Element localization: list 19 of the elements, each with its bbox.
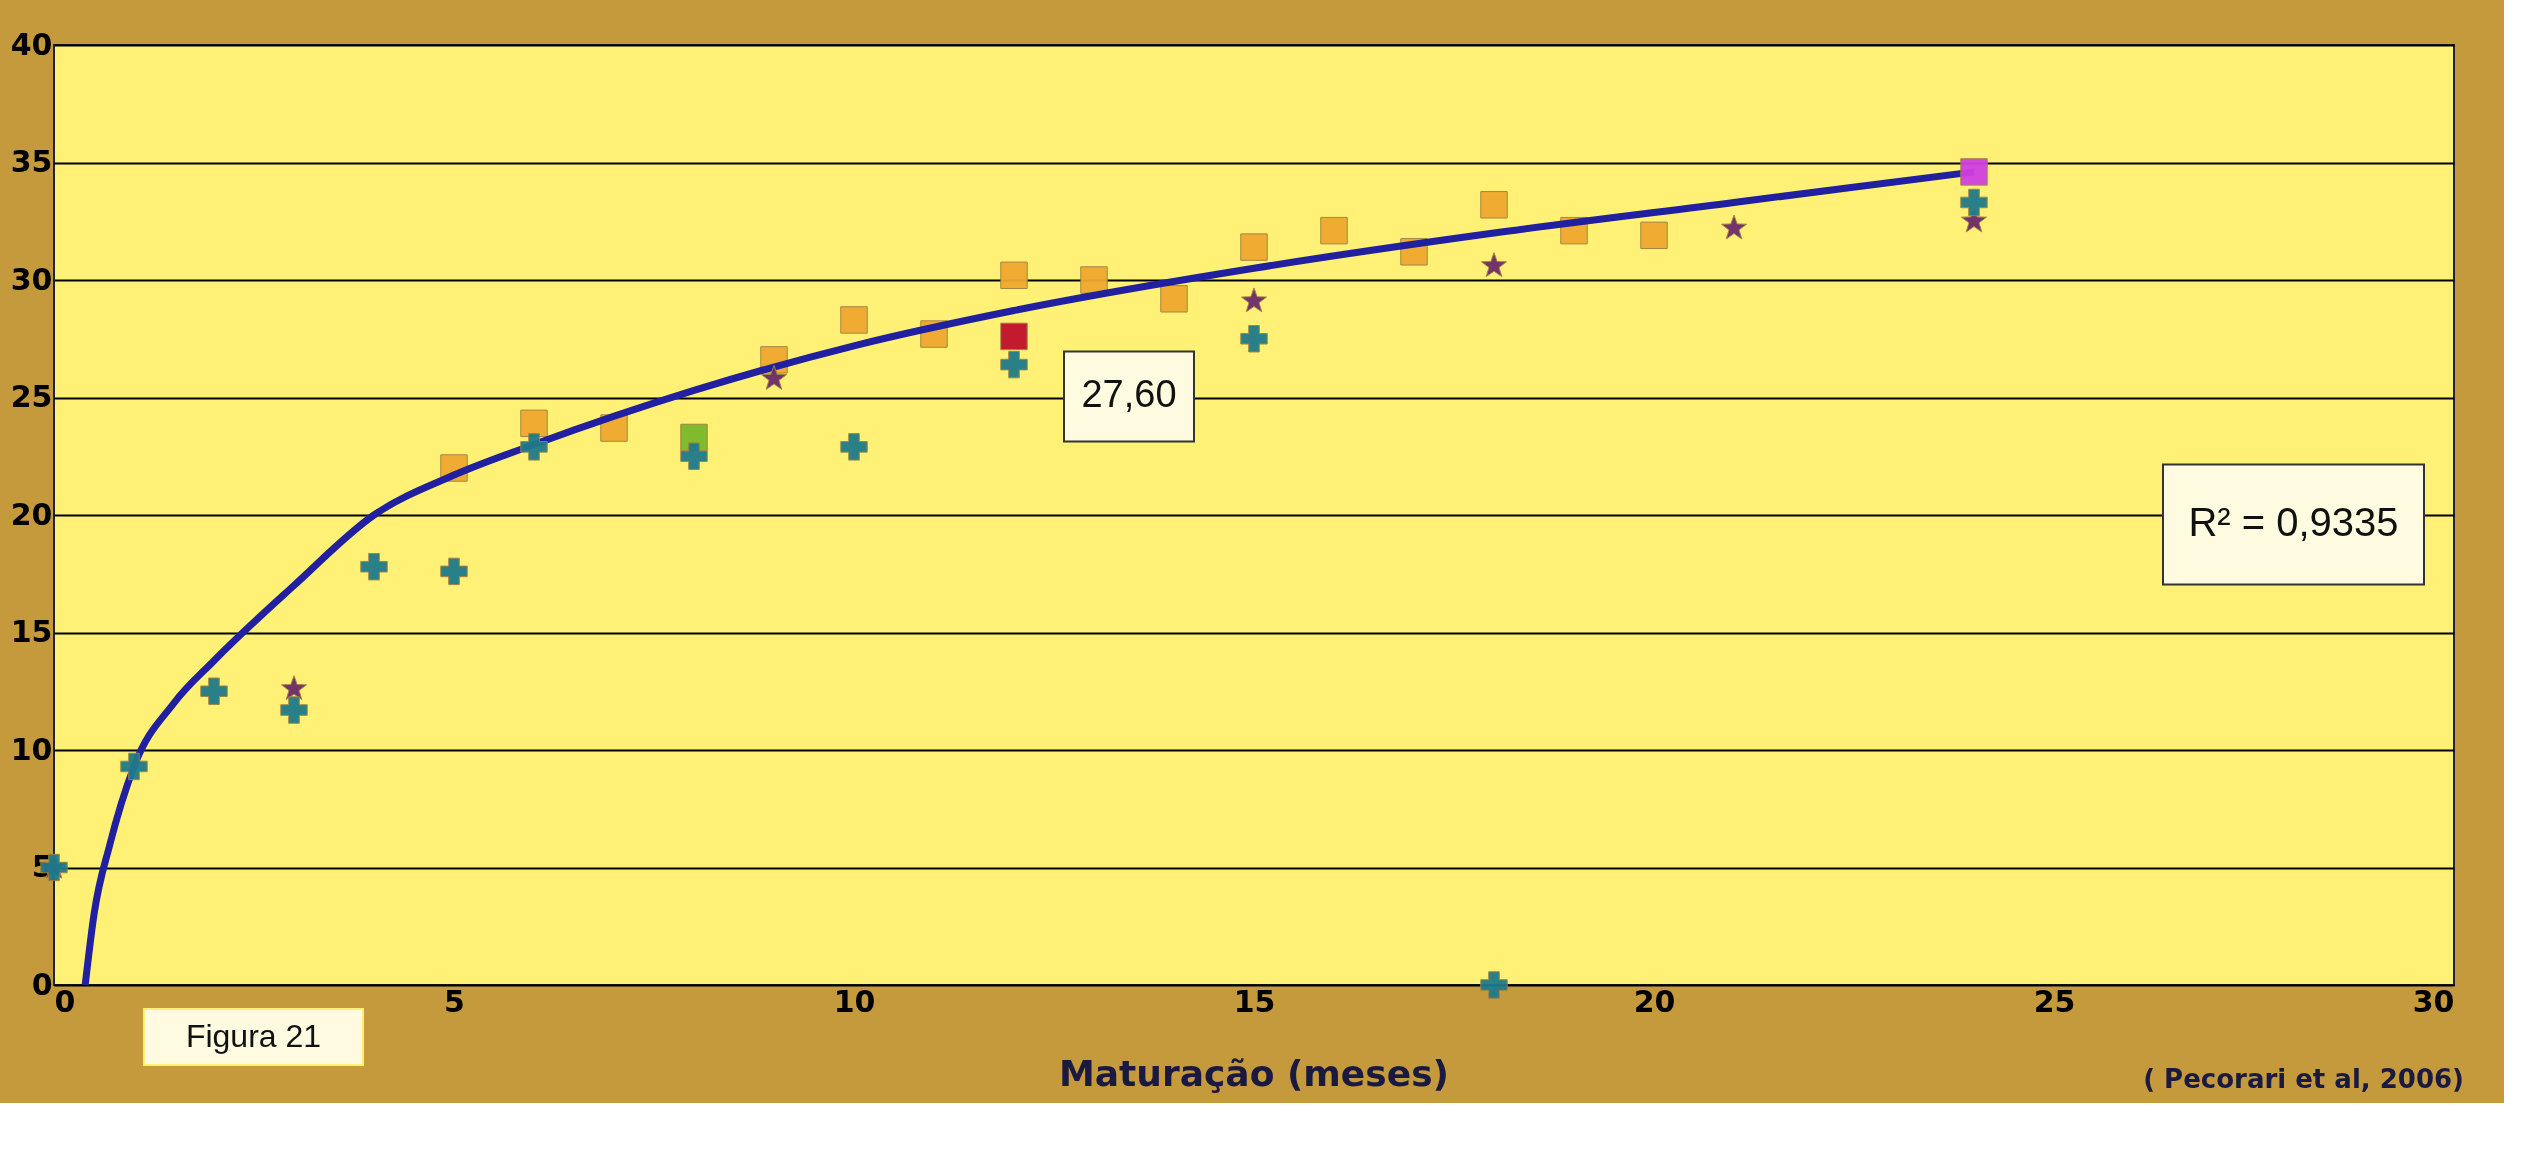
x-axis-title: Maturação (meses) xyxy=(1058,1053,1450,1094)
x-tick-label: 5 xyxy=(444,983,465,1019)
x-tick-label: 10 xyxy=(833,983,876,1019)
y-tick-label: 10 xyxy=(10,731,53,767)
text: ( Pecorari et al, 2006) xyxy=(2143,1064,2464,1094)
y-tick-label: 25 xyxy=(10,379,53,414)
x-tick-label: 0 xyxy=(54,983,76,1019)
y-tick-label: 30 xyxy=(10,261,53,297)
y-tick-label: 35 xyxy=(10,144,53,179)
annotation: R² = 0,9335 xyxy=(2188,500,2399,545)
annotation: 27,60 xyxy=(1081,373,1177,416)
y-tick-label: 20 xyxy=(10,496,53,532)
y-tick-label: 15 xyxy=(10,614,53,649)
text: Figura 21 xyxy=(185,1018,322,1054)
x-tick-label: 20 xyxy=(1633,983,1676,1019)
x-tick-label: 30 xyxy=(2412,983,2455,1019)
x-tick-label: 15 xyxy=(1233,983,1276,1019)
y-tick-label: 40 xyxy=(10,26,53,62)
x-tick-label: 25 xyxy=(2033,983,2076,1019)
